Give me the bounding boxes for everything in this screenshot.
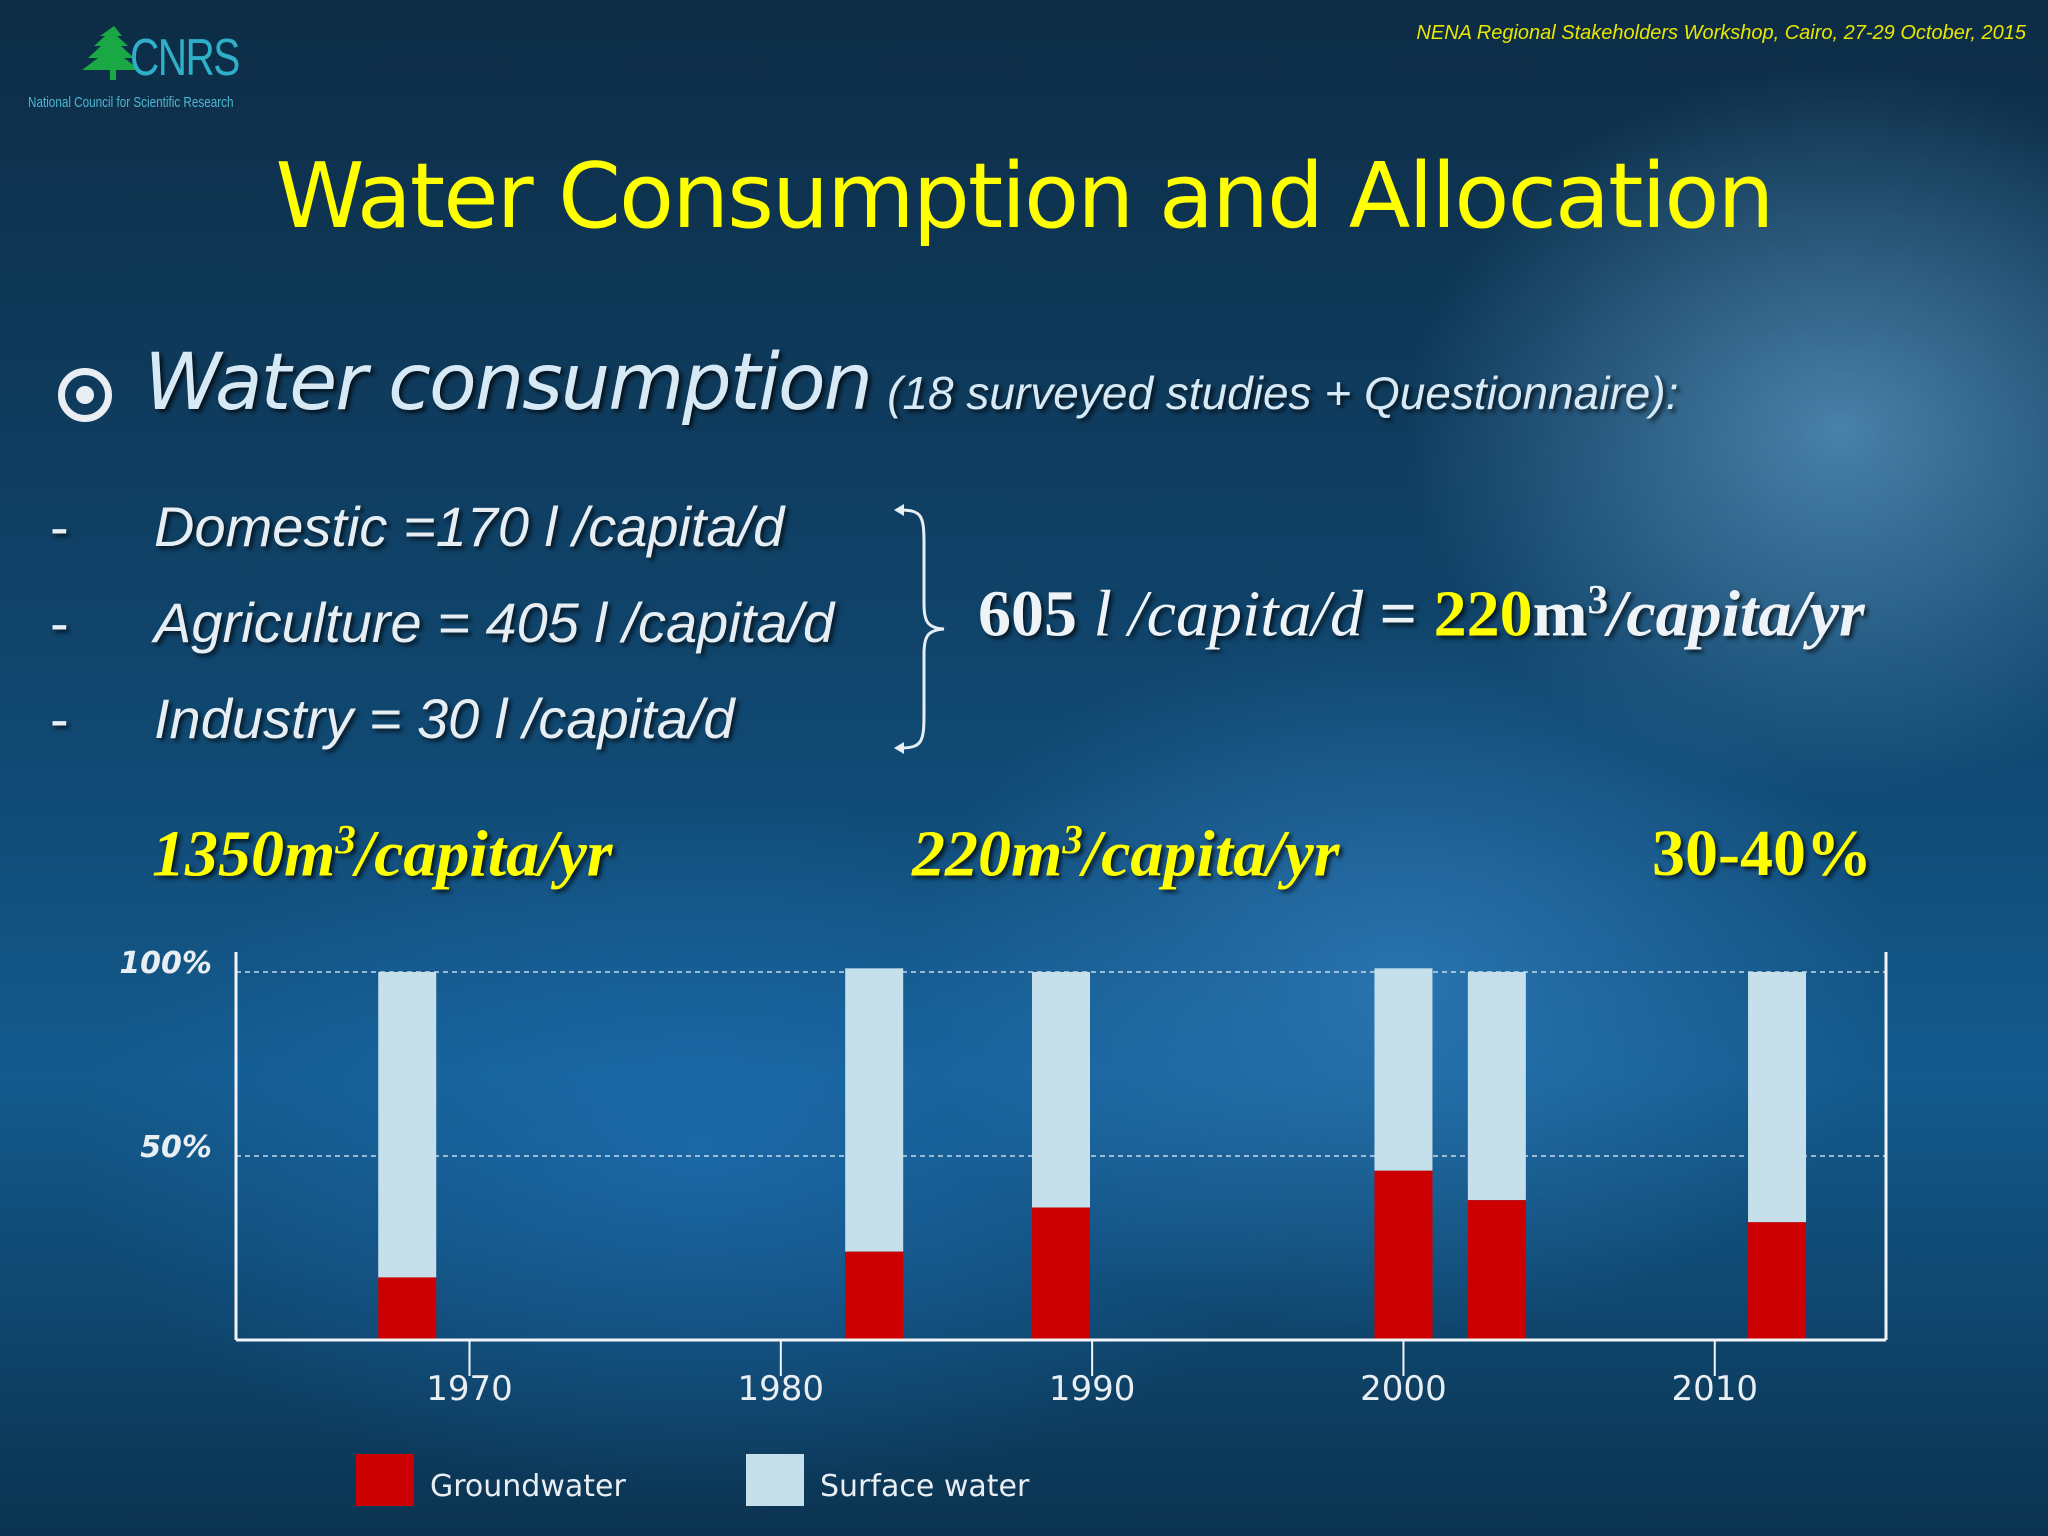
stat-number: 1350 (152, 817, 284, 891)
total-annual-value: 220 (1433, 577, 1533, 651)
x-tick-label: 2010 (1672, 1369, 1759, 1409)
slide-title: Water Consumption and Allocation (275, 144, 1775, 249)
bar-groundwater (845, 1251, 904, 1340)
chart-bars (378, 968, 1807, 1340)
stat-label: 220m3/capita/yr (912, 816, 1339, 893)
chart-legend: Groundwater Surface water (356, 1454, 1030, 1506)
stat-unit-exp: 3 (335, 817, 356, 862)
legend-label: Surface water (820, 1469, 1030, 1504)
y-tick-label: 50% (140, 1130, 212, 1165)
list-item: - Agriculture = 405 l /capita/d (50, 590, 834, 655)
bar-surface-water (1374, 968, 1433, 1171)
bar-groundwater (1374, 1170, 1433, 1340)
stat-unit-rest: /capita/yr (1082, 817, 1340, 891)
bar-surface-water (378, 972, 437, 1278)
list-item-text: Industry = 30 l /capita/d (154, 687, 735, 750)
stat-unit-rest: /capita/yr (355, 817, 613, 891)
bar-surface-water (1032, 972, 1090, 1208)
stat-unit-exp: 3 (1062, 817, 1083, 862)
total-daily-unit: l /capita/d (1077, 577, 1363, 651)
stat-number: 220 (912, 817, 1011, 891)
x-tick-label: 2000 (1360, 1369, 1447, 1409)
bullet-sub-text: (18 surveyed studies + Questionnaire): (887, 367, 1679, 419)
list-dash: - (50, 591, 69, 654)
list-item-text: Domestic =170 l /capita/d (154, 495, 785, 558)
stat-unit-m: m (1011, 817, 1063, 891)
total-consumption: 605 l /capita/d = 220m3/capita/yr (978, 576, 1865, 653)
list-item-text: Agriculture = 405 l /capita/d (154, 591, 835, 654)
bullet-main-text: Water consumption (144, 338, 873, 428)
list-dash: - (50, 495, 69, 558)
x-tick-label: 1980 (738, 1369, 825, 1409)
stat-label: 1350m3/capita/yr (152, 816, 612, 893)
cnrs-logo: CNRS National Council for Scientific Res… (26, 14, 266, 120)
x-tick-label: 1990 (1049, 1369, 1136, 1409)
total-daily-value: 605 (978, 577, 1077, 651)
x-tick-label: 1970 (426, 1369, 513, 1409)
event-caption: NENA Regional Stakeholders Workshop, Cai… (1416, 22, 2026, 44)
legend-swatch (356, 1454, 414, 1506)
bar-groundwater (378, 1277, 437, 1340)
legend-swatch (746, 1454, 804, 1506)
logo-text: CNRS (130, 29, 240, 87)
logo-subtitle: National Council for Scientific Research (28, 94, 234, 111)
radio-bullet-icon (58, 367, 112, 422)
stat-number: 30-40% (1652, 817, 1872, 890)
bar-surface-water (1748, 972, 1807, 1223)
list-item: - Domestic =170 l /capita/d (50, 494, 784, 559)
bar-surface-water (1467, 972, 1526, 1201)
bullet-heading: Water consumption (18 surveyed studies + … (58, 338, 1678, 432)
total-annual-unit-rest: /capita/yr (1608, 577, 1865, 651)
chart-grid (236, 971, 1886, 1157)
stat-label: 30-40% (1652, 816, 1872, 892)
stat-unit-m: m (284, 817, 336, 891)
total-annual-unit-exp: 3 (1587, 577, 1609, 622)
groundwater-surface-chart: 50% 100% 1970 1980 1990 2000 2010 Groundwater S… (119, 946, 1888, 1506)
bar-surface-water (845, 968, 904, 1252)
curly-brace-icon (894, 504, 945, 754)
cedar-tree-icon (82, 26, 140, 80)
list-item: - Industry = 30 l /capita/d (50, 686, 735, 751)
bar-groundwater (1032, 1207, 1090, 1340)
equals-sign: = (1362, 577, 1434, 651)
y-tick-label: 100% (119, 946, 212, 981)
bar-groundwater (1748, 1222, 1807, 1340)
bar-groundwater (1467, 1200, 1526, 1340)
total-annual-unit-m: m (1532, 577, 1588, 651)
chart-axes: 50% 100% 1970 1980 1990 2000 2010 (119, 946, 1888, 1409)
list-dash: - (50, 687, 69, 750)
legend-label: Groundwater (430, 1469, 626, 1504)
